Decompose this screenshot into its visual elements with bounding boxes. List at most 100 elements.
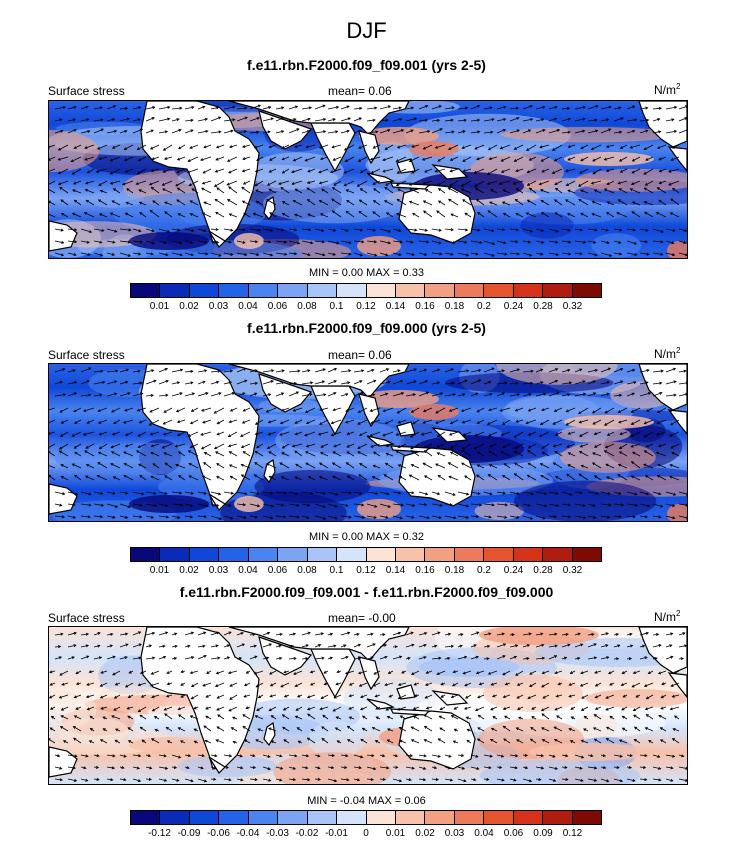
colorbar-tick-label: 0.04 [238,301,258,312]
panel-1-map [48,100,688,259]
colorbar-swatch [336,811,366,824]
colorbar-tick-label: 0 [363,828,369,839]
colorbar-swatch [365,811,395,824]
colorbar-swatch [483,811,513,824]
panel-2-variable-label: Surface stress [48,348,125,362]
colorbar-tick-label: 0.32 [562,565,583,576]
colorbar-swatch [159,548,189,561]
colorbar-swatch [571,548,601,561]
colorbar-tick-label: 0.28 [533,301,553,312]
colorbar-swatch [131,284,160,297]
colorbar-tick-label: 0.02 [415,828,435,839]
panel-2-mean-label: mean= 0.06 [328,348,392,362]
panel-3-mean-label: mean= -0.00 [328,611,396,625]
colorbar-swatch [394,284,425,297]
panel-3-title: f.e11.rbn.F2000.f09_f09.001 - f.e11.rbn.… [179,584,554,600]
colorbar-tick-label: 0.14 [385,565,406,576]
colorbar-tick-label: -0.06 [207,828,230,839]
colorbar-swatch [247,548,278,561]
panel-3-minmax: MIN = -0.04 MAX = 0.06 [307,795,426,807]
colorbar-swatch [188,284,219,297]
colorbar-tick-label: 0.03 [208,565,229,576]
colorbar-swatch [247,811,278,824]
colorbar-tick-label: 0.18 [444,565,465,576]
colorbar-swatch [247,284,278,297]
colorbar-tick-label: -0.01 [325,828,348,839]
colorbar-swatch [512,548,543,561]
panel-2-title: f.e11.rbn.F2000.f09_f09.000 (yrs 2-5) [247,320,486,336]
colorbar-swatch [424,811,454,824]
colorbar-swatch [188,548,219,561]
colorbar-swatch [512,811,543,824]
panel-1-colorbar [130,283,602,298]
colorbar-swatch [188,811,219,824]
panel-3-variable-label: Surface stress [48,611,125,625]
panel-1-minmax: MIN = 0.00 MAX = 0.33 [309,267,424,279]
colorbar-swatch [365,284,395,297]
panel-1-unit-label: N/m2 [654,82,681,97]
colorbar-tick-label: 0.16 [415,301,435,312]
panel-2-colorbar [130,547,602,562]
colorbar-swatch [159,284,189,297]
colorbar-tick-label: 0.2 [477,565,491,576]
colorbar-swatch [365,548,395,561]
colorbar-swatch [306,811,337,824]
colorbar-tick-label: 0.14 [385,301,406,312]
colorbar-tick-label: 0.18 [444,301,465,312]
figure-title: DJF [346,18,387,43]
panel-2-minmax: MIN = 0.00 MAX = 0.32 [309,531,424,543]
colorbar-tick-label: -0.04 [236,828,260,839]
colorbar-tick-label: 0.2 [477,301,491,312]
colorbar-swatch [571,811,601,824]
colorbar-swatch [306,548,337,561]
panel-1-mean-label: mean= 0.06 [328,84,392,98]
colorbar-tick-label: 0.02 [179,301,199,312]
colorbar-swatch [483,284,513,297]
panel-1-variable-label: Surface stress [48,84,125,98]
panel-1-colorbar-labels: 0.01 0.02 0.03 0.04 0.06 0.08 0.1 0.12 0.14 0.16 0… [130,301,602,313]
colorbar-tick-label: 0.04 [474,828,494,839]
colorbar-swatch [424,284,454,297]
panel-2-colorbar-labels: 0.01 0.02 0.03 0.04 0.06 0.08 0.1 0.12 0.14 0.16 0… [130,565,602,577]
colorbar-swatch [336,548,366,561]
colorbar-tick-label: -0.12 [148,828,171,839]
colorbar-swatch [453,548,484,561]
colorbar-swatch [512,284,543,297]
panel-1-title: f.e11.rbn.F2000.f09_f09.001 (yrs 2-5) [247,57,486,73]
panel-3-colorbar [130,810,602,825]
colorbar-tick-label: 0.32 [562,301,583,312]
colorbar-tick-label: 0.09 [533,828,553,839]
colorbar-swatch [394,811,425,824]
colorbar-tick-label: 0.24 [503,565,524,576]
colorbar-swatch [394,548,425,561]
colorbar-swatch [218,284,248,297]
colorbar-tick-label: 0.04 [238,565,258,576]
colorbar-tick-label: 0.12 [356,301,376,312]
colorbar-swatch [131,811,160,824]
colorbar-tick-label: 0.03 [444,828,465,839]
colorbar-swatch [542,284,572,297]
colorbar-swatch [277,284,307,297]
colorbar-tick-label: 0.02 [179,565,199,576]
colorbar-swatch [336,284,366,297]
colorbar-tick-label: 0.01 [149,565,170,576]
panel-3-colorbar-labels: -0.12 -0.09 -0.06 -0.04 -0.03 -0.02 -0.01 0 0.01… [130,828,602,840]
colorbar-tick-label: 0.01 [149,301,170,312]
panel-3-unit-label: N/m2 [654,609,681,624]
colorbar-tick-label: 0.06 [503,828,524,839]
colorbar-tick-label: -0.09 [177,828,201,839]
colorbar-swatch [424,548,454,561]
colorbar-swatch [483,548,513,561]
colorbar-tick-label: -0.02 [295,828,319,839]
panel-2-unit-label: N/m2 [654,346,681,361]
colorbar-tick-label: 0.08 [297,565,317,576]
colorbar-tick-label: 0.1 [329,565,344,576]
colorbar-tick-label: 0.12 [356,565,376,576]
colorbar-tick-label: 0.24 [503,301,524,312]
colorbar-swatch [571,284,601,297]
colorbar-swatch [277,548,307,561]
colorbar-swatch [453,811,484,824]
colorbar-swatch [218,811,248,824]
colorbar-swatch [159,811,189,824]
colorbar-tick-label: 0.28 [533,565,553,576]
